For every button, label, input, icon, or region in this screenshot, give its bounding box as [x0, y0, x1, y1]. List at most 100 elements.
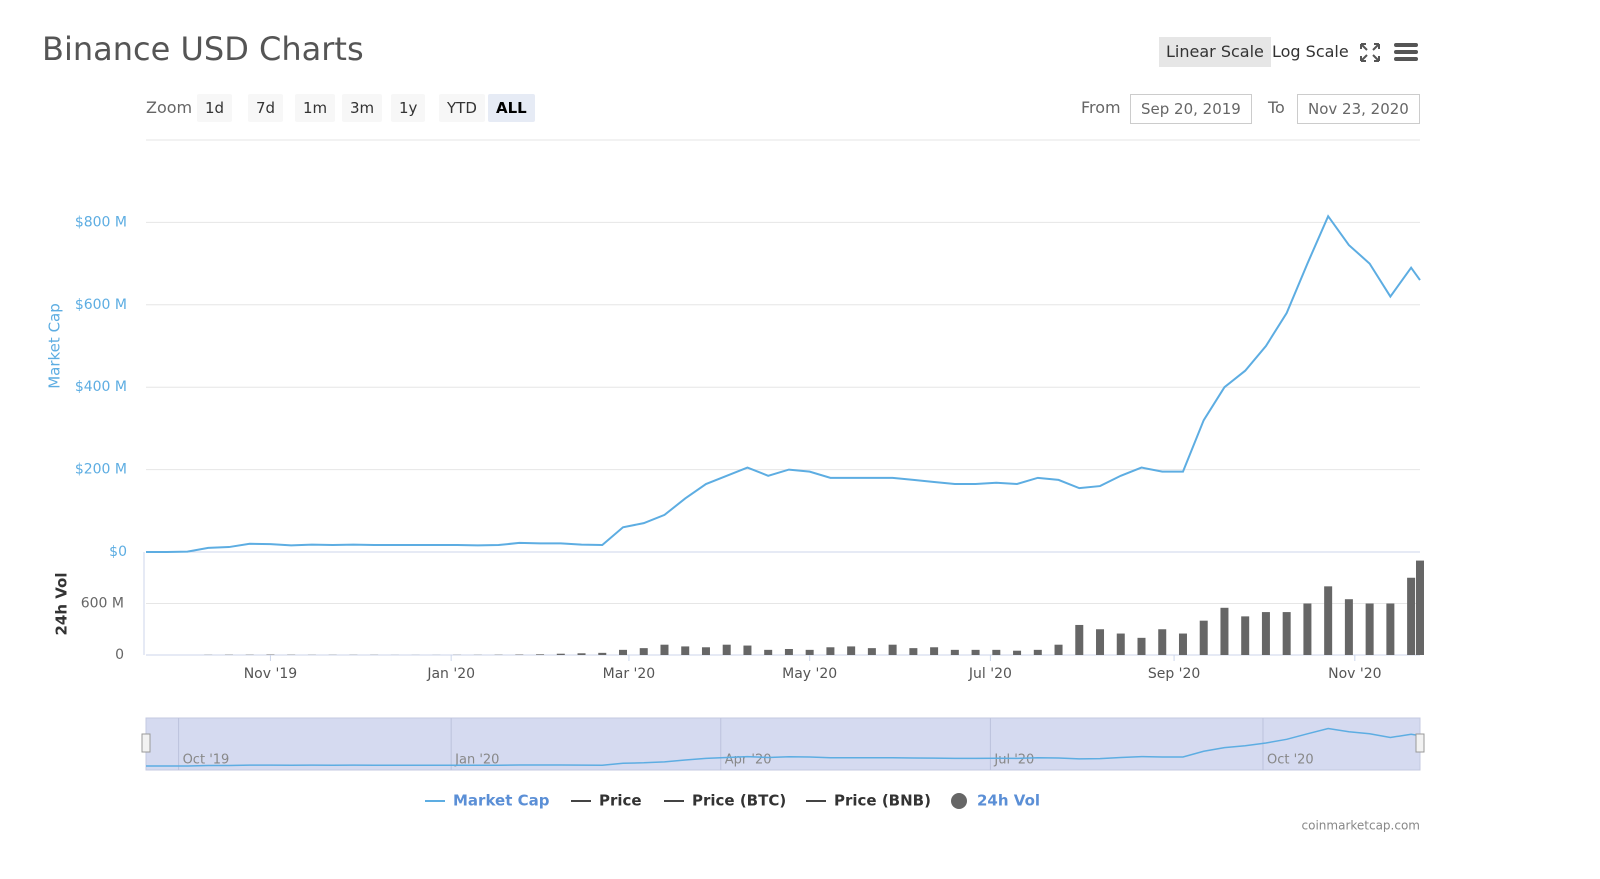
legend-label: Price — [599, 792, 642, 810]
volume-bar — [681, 646, 690, 655]
page-title: Binance USD Charts — [42, 30, 364, 68]
y2-tick-label: 0 — [115, 647, 124, 663]
fullscreen-icon[interactable] — [1360, 43, 1380, 62]
x-tick-label: Nov '19 — [244, 666, 297, 682]
volume-bar — [1220, 607, 1229, 655]
market-cap-line — [146, 214, 1421, 553]
volume-bar — [950, 649, 959, 655]
volume-bar — [1303, 603, 1312, 655]
zoom-button[interactable]: 1d — [197, 94, 233, 122]
legend-symbol — [951, 793, 967, 809]
y-tick-label: $200 M — [75, 462, 127, 478]
volume-bar — [1282, 612, 1291, 655]
volume-bar — [805, 649, 814, 655]
volume-bar — [577, 653, 586, 655]
from-label: From — [1081, 98, 1121, 117]
y2-tick-label: 600 M — [81, 596, 124, 612]
legend-item[interactable]: Price (BNB) — [806, 792, 931, 810]
volume-bar — [1241, 616, 1250, 655]
volume-bar — [619, 649, 628, 655]
volume-bar — [1344, 599, 1353, 655]
x-tick-label: May '20 — [782, 666, 837, 682]
y-axis-title: Market Cap — [46, 303, 64, 389]
legend-item[interactable]: Price (BTC) — [664, 792, 786, 810]
legend-label: Price (BNB) — [834, 792, 931, 810]
navigator-mask[interactable] — [145, 717, 1421, 771]
navigator-tick-label: Jan '20 — [454, 753, 499, 768]
navigator-tick-label: Oct '19 — [183, 753, 230, 768]
volume-bar — [1199, 620, 1208, 655]
volume-bar — [1324, 586, 1333, 655]
volume-bar — [992, 649, 1001, 655]
volume-bar — [888, 644, 897, 655]
y-tick-label: $600 M — [75, 297, 127, 313]
x-tick-label: Sep '20 — [1148, 666, 1201, 682]
navigator-handle[interactable] — [141, 733, 151, 753]
x-tick-label: Jan '20 — [426, 666, 475, 682]
legend-item[interactable]: 24h Vol — [951, 792, 1040, 810]
legend-label: 24h Vol — [977, 792, 1040, 810]
x-tick-label: Mar '20 — [603, 666, 656, 682]
credit: coinmarketcap.com — [1302, 819, 1420, 833]
zoom-button[interactable]: 3m — [342, 94, 383, 122]
volume-bar — [930, 647, 939, 655]
volume-bar — [536, 654, 545, 655]
navigator-handle[interactable] — [1415, 733, 1425, 753]
zoom-button[interactable]: 1m — [295, 94, 336, 122]
log-scale-button[interactable]: Log Scale — [1272, 42, 1349, 61]
x-tick-label: Jul '20 — [968, 666, 1012, 682]
volume-bar — [826, 647, 835, 655]
legend-label: Market Cap — [453, 792, 550, 810]
zoom-label: Zoom — [146, 98, 193, 117]
volume-bar — [1158, 629, 1167, 655]
volume-bar — [1013, 650, 1022, 655]
volume-bar — [867, 648, 876, 655]
volume-bar — [1096, 629, 1105, 655]
navigator-line — [146, 727, 1421, 767]
volume-bar — [1407, 577, 1416, 655]
volume-bar — [1386, 603, 1395, 655]
volume-bar — [1075, 624, 1084, 655]
navigator-tick-label: Oct '20 — [1267, 753, 1314, 768]
volume-bar — [1178, 633, 1187, 655]
volume-bar — [784, 648, 793, 655]
volume-bar — [556, 653, 565, 655]
y-tick-label: $800 M — [75, 214, 127, 230]
menu-icon[interactable] — [1394, 43, 1418, 61]
volume-bar — [701, 647, 710, 655]
volume-bar — [1261, 612, 1270, 655]
volume-bar — [598, 652, 607, 655]
volume-bar — [1365, 603, 1374, 655]
volume-bar — [639, 648, 648, 655]
y-tick-label: $400 M — [75, 379, 127, 395]
linear-scale-button[interactable]: Linear Scale — [1159, 37, 1271, 67]
navigator-tick-label: Apr '20 — [725, 753, 772, 768]
volume-bar — [1137, 637, 1146, 655]
zoom-button[interactable]: YTD — [439, 94, 485, 122]
volume-bar — [1416, 560, 1424, 655]
y-tick-label: $0 — [109, 544, 127, 560]
from-input[interactable]: Sep 20, 2019 — [1130, 94, 1252, 124]
zoom-button[interactable]: ALL — [488, 94, 535, 122]
zoom-button[interactable]: 7d — [248, 94, 284, 122]
volume-bar — [847, 646, 856, 655]
to-label: To — [1268, 98, 1285, 117]
legend-item[interactable]: Market Cap — [425, 792, 550, 810]
legend-label: Price (BTC) — [692, 792, 786, 810]
y2-axis-title: 24h Vol — [53, 572, 71, 635]
volume-bar — [1116, 633, 1125, 655]
volume-bar — [722, 644, 731, 655]
toolbar-icons — [1360, 43, 1418, 62]
volume-bar — [1033, 649, 1042, 655]
x-tick-label: Nov '20 — [1328, 666, 1381, 682]
volume-bar — [660, 644, 669, 655]
to-input[interactable]: Nov 23, 2020 — [1297, 94, 1420, 124]
volume-bar — [971, 649, 980, 655]
zoom-button[interactable]: 1y — [391, 94, 426, 122]
legend-item[interactable]: Price — [571, 792, 642, 810]
volume-bar — [909, 648, 918, 655]
navigator-tick-label: Jul '20 — [993, 753, 1034, 768]
volume-bar — [1054, 644, 1063, 655]
